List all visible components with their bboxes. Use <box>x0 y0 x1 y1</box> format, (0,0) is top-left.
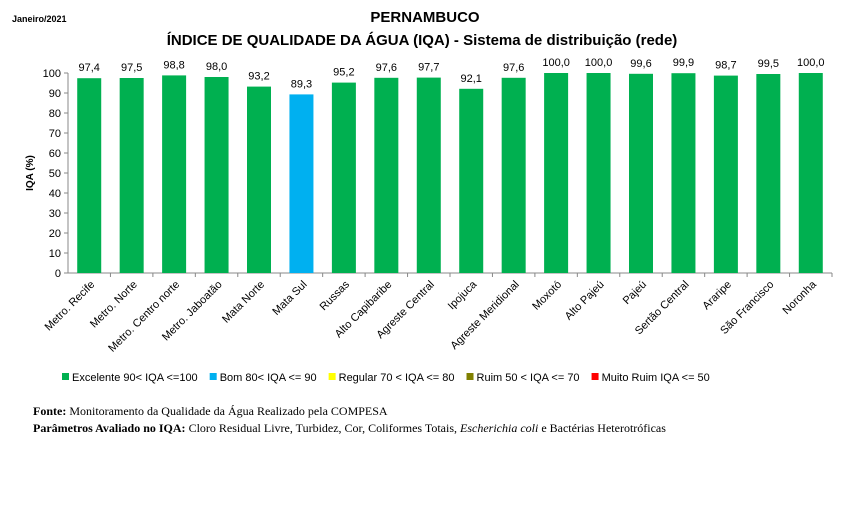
data-label: 99,6 <box>630 58 651 70</box>
legend-swatch <box>328 373 336 380</box>
legend-swatch <box>591 373 599 380</box>
category-label: Alto Pajeú <box>563 279 607 323</box>
bar <box>756 74 781 273</box>
iqa-bar-chart: Janeiro/2021 PERNAMBUCO ÍNDICE DE QUALID… <box>12 9 833 384</box>
y-tick-label: 10 <box>49 248 61 260</box>
data-label: 100,0 <box>797 57 825 69</box>
category-label: Ipojuca <box>446 278 480 312</box>
category-label: Araripe <box>700 279 734 313</box>
bar <box>544 73 569 273</box>
bar <box>671 73 696 273</box>
y-tick-label: 50 <box>49 168 61 180</box>
category-label: Metro. Recife <box>43 279 98 334</box>
legend-label: Ruim 50 < IQA <= 70 <box>477 372 580 384</box>
chart-subtitle: ÍNDICE DE QUALIDADE DA ÁGUA (IQA) - Sist… <box>167 32 678 49</box>
data-label: 95,2 <box>333 67 354 79</box>
bar <box>119 78 144 273</box>
legend-swatch <box>466 373 474 380</box>
params-italic: Escherichia coli <box>460 421 539 435</box>
data-label: 93,2 <box>248 71 269 83</box>
bar <box>247 86 271 273</box>
category-label: Pajeú <box>621 279 649 307</box>
bar <box>798 73 823 273</box>
y-tick-label: 20 <box>49 228 61 240</box>
y-axis-label: IQA (%) <box>25 155 36 191</box>
y-tick-label: 30 <box>49 208 61 220</box>
y-tick-label: 80 <box>49 108 61 120</box>
data-label: 97,7 <box>418 62 439 74</box>
bar <box>162 75 187 274</box>
data-label: 97,4 <box>79 62 100 74</box>
legend-label: Bom 80< IQA <= 90 <box>220 372 317 384</box>
bar <box>459 88 484 273</box>
bar <box>204 77 229 273</box>
data-label: 98,8 <box>163 59 184 71</box>
legend-swatch <box>209 373 217 380</box>
source-note: Fonte: Monitoramento da Qualidade da Águ… <box>33 404 388 419</box>
params-label: Parâmetros Avaliado no IQA: <box>33 421 186 435</box>
params-text: Cloro Residual Livre, Turbidez, Cor, Col… <box>188 421 458 435</box>
data-label: 98,0 <box>206 61 227 73</box>
bar <box>331 82 356 273</box>
source-label: Fonte: <box>33 404 67 418</box>
category-label: Noronha <box>781 278 820 317</box>
bar <box>289 94 314 274</box>
legend-label: Muito Ruim IQA <= 50 <box>602 372 710 384</box>
data-label: 98,7 <box>715 60 736 72</box>
bar <box>713 75 738 273</box>
data-label: 92,1 <box>461 73 482 85</box>
data-label: 100,0 <box>585 57 613 69</box>
category-label: Metro. Centro norte <box>106 279 182 355</box>
bar <box>374 77 399 273</box>
y-tick-label: 0 <box>55 268 61 280</box>
source-text: Monitoramento da Qualidade da Água Reali… <box>69 404 388 418</box>
data-label: 89,3 <box>291 78 312 90</box>
category-label: Mata Sul <box>270 279 309 318</box>
y-tick-label: 90 <box>49 88 61 100</box>
y-tick-label: 70 <box>49 128 61 140</box>
params-text2: e Bactérias Heterotróficas <box>541 421 666 435</box>
data-label: 97,6 <box>503 62 524 74</box>
data-label: 99,5 <box>758 58 779 70</box>
data-label: 97,5 <box>121 62 142 74</box>
y-tick-label: 60 <box>49 148 61 160</box>
bar <box>629 73 653 273</box>
y-tick-label: 100 <box>43 68 61 80</box>
legend-label: Excelente 90< IQA <=100 <box>72 372 198 384</box>
date-label: Janeiro/2021 <box>12 14 67 24</box>
bar <box>77 78 102 273</box>
data-label: 97,6 <box>376 62 397 74</box>
category-label: Russas <box>318 278 353 313</box>
data-label: 99,9 <box>673 57 694 69</box>
category-label: Mata Norte <box>220 279 267 326</box>
bar <box>586 73 611 273</box>
chart-title: PERNAMBUCO <box>370 9 480 26</box>
legend-label: Regular 70 < IQA <= 80 <box>339 372 455 384</box>
category-label: Moxotó <box>530 279 564 313</box>
bar <box>416 77 441 273</box>
bar <box>501 77 526 273</box>
data-label: 100,0 <box>542 57 570 69</box>
parameters-note: Parâmetros Avaliado no IQA: Cloro Residu… <box>33 421 666 436</box>
y-tick-label: 40 <box>49 188 61 200</box>
legend-swatch <box>62 373 69 380</box>
